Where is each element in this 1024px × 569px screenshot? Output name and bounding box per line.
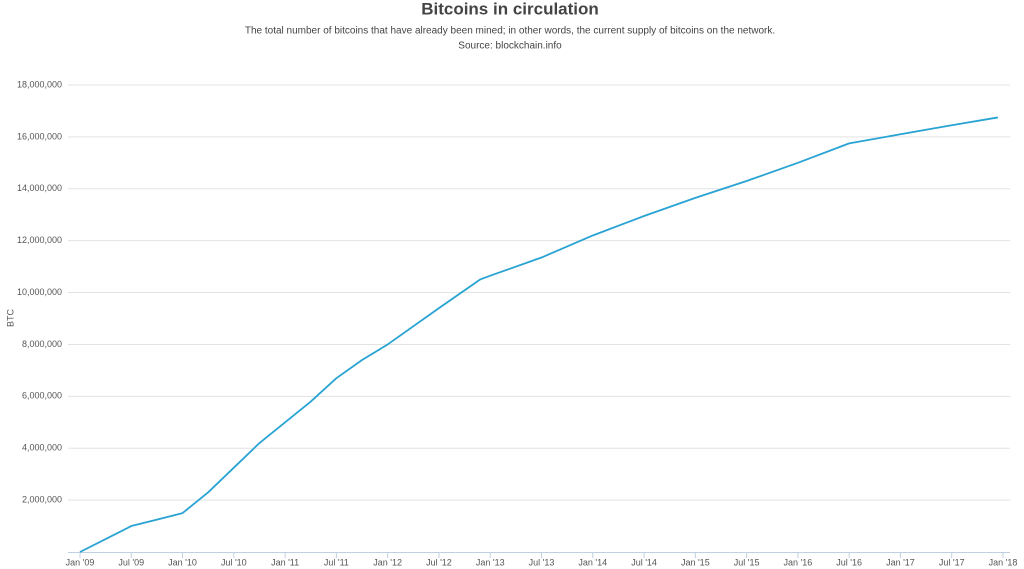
- x-tick-label: Jan '14: [578, 557, 607, 567]
- chart-source: Source: blockchain.info: [458, 41, 562, 52]
- x-tick-label: Jan '13: [476, 557, 505, 567]
- chart-title: Bitcoins in circulation: [421, 0, 599, 18]
- x-tick-label: Jul '12: [426, 557, 452, 567]
- y-tick-label: 4,000,000: [22, 443, 62, 453]
- x-tick-label: Jan '12: [373, 557, 402, 567]
- y-tick-label: 6,000,000: [22, 391, 62, 401]
- x-tick-label: Jul '13: [529, 557, 555, 567]
- data-line: [79, 116, 999, 553]
- x-tick-label: Jan '18: [989, 557, 1018, 567]
- x-tick-label: Jan '09: [66, 557, 95, 567]
- y-tick-label: 16,000,000: [17, 131, 62, 141]
- x-tick-label: Jul '10: [221, 557, 247, 567]
- x-tick-label: Jan '11: [271, 557, 299, 567]
- y-tick-label: 10,000,000: [17, 287, 62, 297]
- x-tick-label: Jul '15: [734, 557, 760, 567]
- y-tick-label: 14,000,000: [17, 183, 62, 193]
- y-tick-label: 2,000,000: [22, 494, 62, 504]
- x-tick-label: Jan '15: [681, 557, 710, 567]
- x-tick-label: Jul '16: [836, 557, 862, 567]
- y-tick-label: 18,000,000: [17, 79, 62, 89]
- chart-subtitle: The total number of bitcoins that have a…: [245, 26, 775, 37]
- x-tick-label: Jul '14: [631, 557, 657, 567]
- x-tick-label: Jan '10: [168, 557, 197, 567]
- x-tick-label: Jan '17: [886, 557, 915, 567]
- y-axis-label: BTC: [5, 308, 15, 327]
- x-tick-label: Jan '16: [784, 557, 813, 567]
- x-tick-label: Jul '09: [118, 557, 144, 567]
- x-tick-label: Jul '11: [324, 557, 349, 567]
- y-tick-label: 12,000,000: [17, 235, 62, 245]
- y-tick-label: 8,000,000: [22, 339, 62, 349]
- x-tick-label: Jul '17: [939, 557, 965, 567]
